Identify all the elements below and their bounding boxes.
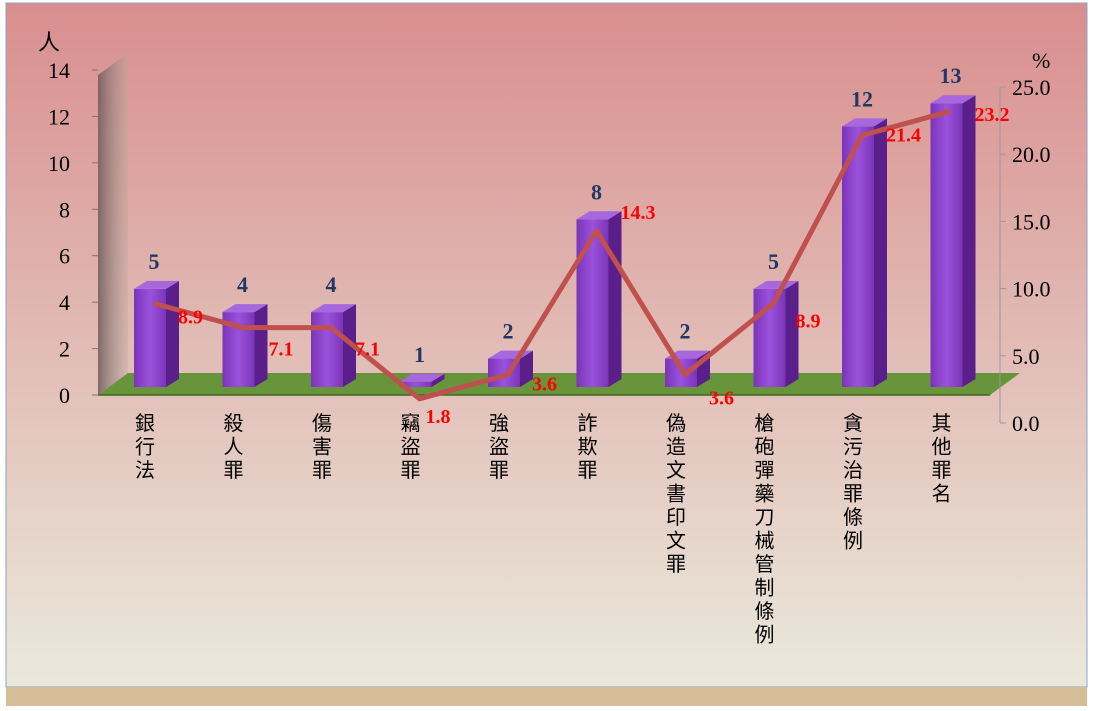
percent-value-label: 3.6 — [709, 388, 734, 410]
bar-front — [311, 312, 343, 387]
percent-value-label: 23.2 — [975, 104, 1010, 126]
left-tick-label: 0 — [59, 383, 70, 408]
bar-side — [609, 211, 622, 387]
back-wall — [98, 53, 128, 395]
bar-value-label: 8 — [591, 179, 602, 204]
bar-value-label: 12 — [851, 86, 873, 111]
category-label: 殺人罪 — [224, 412, 244, 482]
bar-side — [255, 304, 268, 387]
category-label: 銀行法 — [135, 412, 155, 482]
right-axis-unit: % — [1032, 48, 1050, 73]
left-tick-label: 10 — [48, 151, 70, 176]
left-tick-label: 6 — [59, 244, 70, 269]
left-tick-label: 14 — [48, 58, 70, 83]
bar-value-label: 2 — [680, 319, 691, 344]
footer-band — [6, 687, 1087, 706]
percent-value-label: 14.3 — [621, 202, 656, 224]
percent-value-label: 8.9 — [796, 310, 821, 332]
right-tick-label: 10.0 — [1012, 277, 1051, 302]
left-tick-label: 12 — [48, 104, 70, 129]
category-label: 強盜罪 — [489, 412, 509, 482]
category-label: 竊盜罪 — [401, 412, 421, 482]
bar-front — [931, 103, 963, 387]
bar-value-label: 1 — [414, 342, 425, 367]
right-tick-label: 5.0 — [1012, 344, 1040, 369]
percent-value-label: 7.1 — [355, 339, 380, 361]
percent-value-label: 8.9 — [178, 306, 203, 328]
bar-value-label: 4 — [237, 272, 248, 297]
left-tick-label: 2 — [59, 337, 70, 362]
left-tick-label: 4 — [59, 290, 70, 315]
left-tick-label: 8 — [59, 197, 70, 222]
right-tick-label: 0.0 — [1012, 411, 1040, 436]
bar — [223, 304, 268, 387]
percent-value-label: 3.6 — [532, 374, 557, 396]
bar — [311, 304, 356, 387]
bar-side — [874, 118, 887, 387]
bar-value-label: 4 — [326, 272, 337, 297]
percent-value-label: 7.1 — [269, 339, 294, 361]
category-label: 傷害罪 — [312, 412, 332, 482]
percent-value-label: 21.4 — [886, 124, 921, 146]
bar-side — [963, 95, 976, 387]
category-label: 偽造文書印文罪 — [666, 412, 686, 576]
left-axis-unit: 人 — [38, 30, 60, 55]
percent-value-label: 1.8 — [426, 406, 451, 428]
right-tick-label: 20.0 — [1012, 142, 1051, 167]
bar — [931, 95, 976, 387]
bar — [134, 281, 179, 387]
bar-value-label: 5 — [768, 249, 779, 274]
bar-side — [786, 281, 799, 387]
category-label: 詐欺罪 — [578, 412, 598, 482]
right-tick-label: 15.0 — [1012, 209, 1051, 234]
bar-value-label: 5 — [149, 249, 160, 274]
right-tick-label: 25.0 — [1012, 75, 1051, 100]
bar-value-label: 13 — [940, 63, 962, 88]
bar-value-label: 2 — [503, 319, 514, 344]
bar-side — [166, 281, 179, 387]
